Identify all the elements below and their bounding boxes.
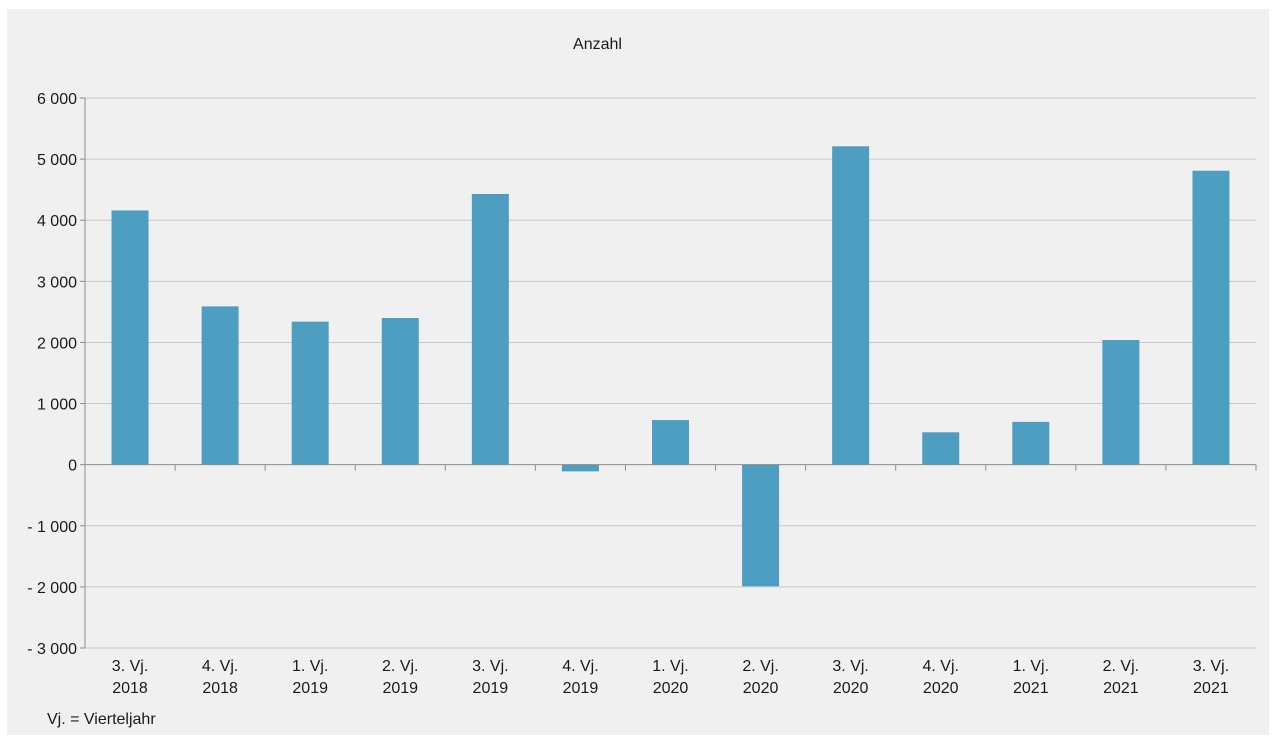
y-tick-label: 2 000 xyxy=(37,335,77,352)
x-tick-label: 3. Vj. 2018 xyxy=(112,658,148,697)
y-tick-label: 1 000 xyxy=(37,397,77,414)
bar xyxy=(1102,340,1140,465)
y-tick-label: - 3 000 xyxy=(27,641,77,658)
bar xyxy=(652,420,689,465)
bar xyxy=(201,306,239,465)
bar xyxy=(471,193,509,465)
x-tick-labels: 3. Vj. 2018 4. Vj. 2018 1. Vj. 2019 2. Vj. 2019… xyxy=(112,658,1229,697)
y-tick-label: - 1 000 xyxy=(27,519,77,536)
y-tick-label: 3 000 xyxy=(37,274,77,291)
bar xyxy=(1192,170,1230,465)
x-tick-label: 2. Vj. 2020 xyxy=(742,658,778,697)
x-tick-label: 3. Vj. 2020 xyxy=(832,658,868,697)
footnote: Vj. = Vierteljahr xyxy=(47,711,156,728)
y-tick-label: 0 xyxy=(68,458,77,475)
y-tick-labels: 6 000 5 000 4 000 3 000 2 000 1 000 0 - 1 000 - … xyxy=(27,91,77,658)
chart-title: Anzahl xyxy=(573,36,622,53)
x-tick-label: 3. Vj. 2019 xyxy=(472,658,508,697)
bar xyxy=(832,146,870,465)
x-tick-label: 3. Vj. 2021 xyxy=(1193,658,1229,697)
bar xyxy=(742,464,780,587)
y-tick-label: - 2 000 xyxy=(27,580,77,597)
y-tick-label: 4 000 xyxy=(37,213,77,230)
y-tick-label: 5 000 xyxy=(37,152,77,169)
x-tick-label: 1. Vj. 2019 xyxy=(292,658,328,697)
bar xyxy=(381,318,419,465)
chart-panel: 6 000 5 000 4 000 3 000 2 000 1 000 0 - 1 000 - … xyxy=(7,9,1269,735)
x-tick-label: 4. Vj. 2018 xyxy=(202,658,238,697)
bar xyxy=(291,321,329,465)
x-tick-label: 1. Vj. 2020 xyxy=(652,658,688,697)
x-tick-label: 4. Vj. 2020 xyxy=(922,658,958,697)
axes xyxy=(80,97,1257,649)
bar xyxy=(922,432,960,465)
bar xyxy=(111,210,149,465)
bar xyxy=(1012,421,1050,465)
bar-chart: 6 000 5 000 4 000 3 000 2 000 1 000 0 - 1 000 - … xyxy=(27,36,1257,697)
x-tick-label: 4. Vj. 2019 xyxy=(562,658,598,697)
bar xyxy=(561,464,599,472)
gridlines xyxy=(85,97,1256,649)
x-tick-label: 1. Vj. 2021 xyxy=(1013,658,1049,697)
y-tick-label: 6 000 xyxy=(37,91,77,108)
bars xyxy=(111,146,1230,587)
x-tick-label: 2. Vj. 2021 xyxy=(1103,658,1139,697)
x-tick-label: 2. Vj. 2019 xyxy=(382,658,418,697)
